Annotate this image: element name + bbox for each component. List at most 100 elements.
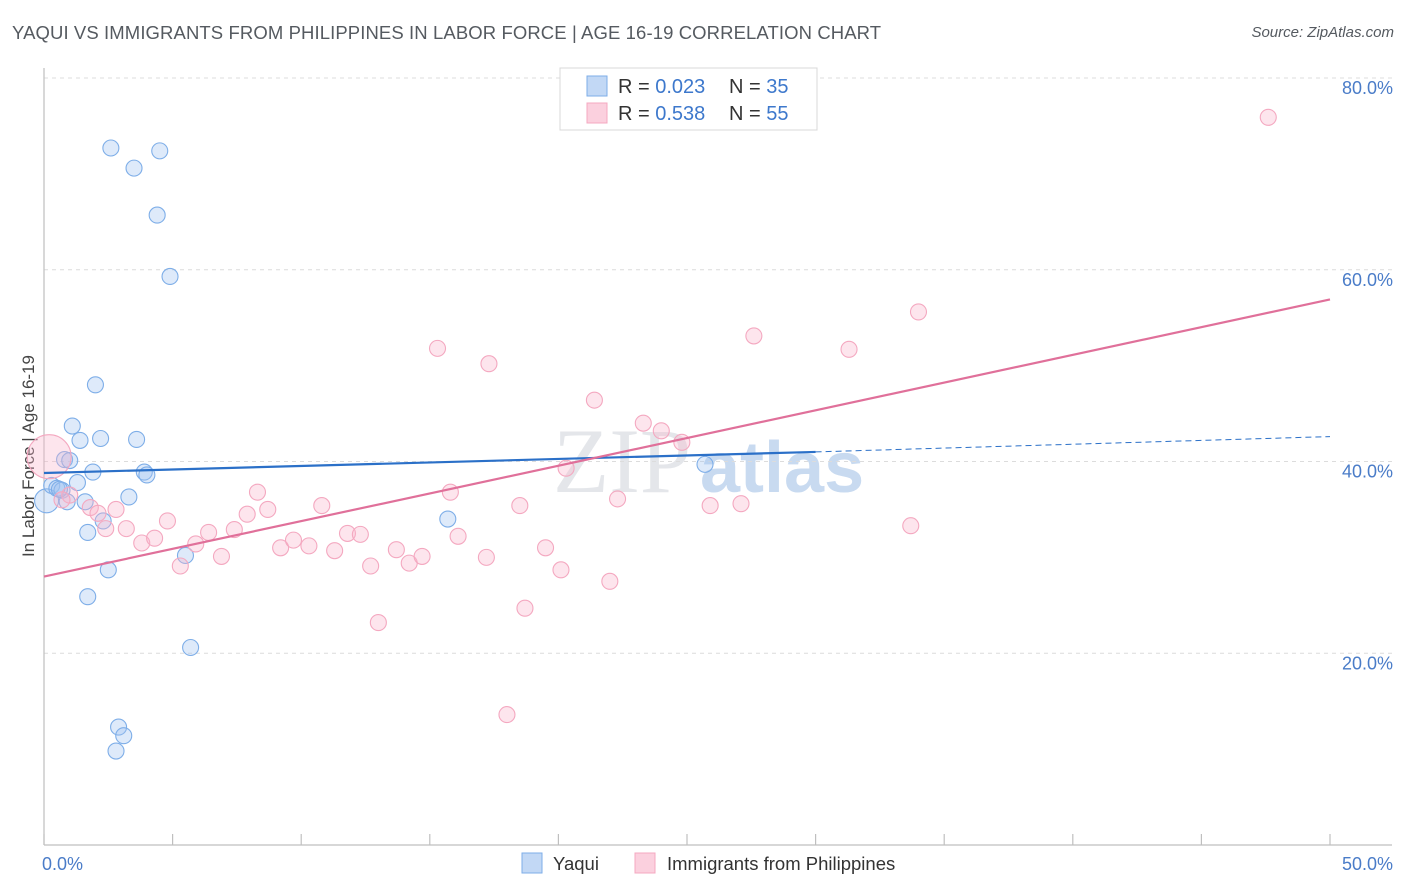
philippines-point-16 — [248, 483, 267, 501]
bottom-legend-swatch-yaqui — [521, 852, 543, 874]
philippines-point-22 — [326, 542, 344, 560]
yaqui-trend-line — [43, 450, 816, 475]
legend-swatch-yaqui — [586, 75, 608, 97]
philippines-point-23 — [338, 524, 357, 542]
yaqui-point-15 — [92, 429, 110, 448]
yaqui-point-31 — [182, 638, 200, 657]
x-tick-label-1: 50.0% — [1342, 854, 1393, 874]
gridlines — [44, 77, 1392, 654]
philippines-point-25 — [362, 557, 380, 575]
philippines-point-27 — [387, 541, 405, 559]
trend-lines — [43, 298, 1331, 578]
philippines-point-45 — [652, 422, 670, 440]
philippines-trend-line — [43, 298, 1331, 578]
yaqui-point-25 — [135, 463, 153, 481]
yaqui-point-12 — [79, 588, 97, 606]
legend-r-label-yaqui: R = — [618, 76, 655, 98]
philippines-point-29 — [413, 547, 431, 565]
y-tick-labels: 20.0% 40.0% 60.0% 80.0% — [1342, 78, 1393, 673]
yaqui-point-34 — [50, 480, 68, 498]
philippines-point-39 — [552, 561, 570, 579]
philippines-point-42 — [601, 572, 619, 590]
stats-legend: R = 0.023 N = 35 R = 0.538 N = 55 — [559, 67, 818, 131]
yaqui-point-28 — [151, 142, 169, 160]
philippines-point-10 — [171, 557, 189, 575]
chart-source: Source: ZipAtlas.com — [1251, 24, 1394, 41]
yaqui-point-23 — [125, 159, 143, 177]
series-legend: Yaqui Immigrants from Philippines — [521, 852, 895, 874]
yaqui-point-11 — [79, 523, 97, 541]
yaqui-point-21 — [115, 727, 133, 745]
chart-title: YAQUI VS IMMIGRANTS FROM PHILIPPINES IN … — [12, 22, 882, 43]
x-tick-label-0: 0.0% — [42, 854, 83, 874]
svg-text:R = 0.023: R = 0.023 — [618, 76, 705, 98]
philippines-point-30 — [428, 339, 447, 357]
philippines-point-31 — [441, 483, 459, 501]
philippines-point-54 — [53, 491, 71, 509]
philippines-point-52 — [909, 303, 928, 321]
y-tick-label-2: 60.0% — [1342, 270, 1393, 290]
philippines-point-24 — [351, 525, 369, 543]
watermark-atlas: atlas — [700, 428, 864, 508]
philippines-point-6 — [117, 520, 135, 538]
yaqui-point-27 — [148, 206, 166, 224]
yaqui-point-6 — [61, 451, 79, 470]
yaqui-point-32 — [439, 510, 457, 528]
philippines-point-37 — [511, 497, 529, 515]
philippines-point-33 — [477, 548, 495, 566]
legend-n-value-philippines: 55 — [766, 103, 788, 125]
philippines-point-19 — [284, 531, 303, 549]
philippines-point-18 — [272, 539, 290, 557]
philippines-point-49 — [745, 327, 763, 345]
philippines-point-41 — [585, 391, 603, 409]
philippines-point-44 — [634, 414, 652, 432]
philippines-point-51 — [902, 517, 920, 535]
y-tick-label-3: 80.0% — [1342, 78, 1393, 98]
yaqui-point-19 — [107, 742, 125, 760]
philippines-point-17 — [259, 500, 277, 518]
legend-r-value-philippines: 0.538 — [655, 103, 705, 125]
philippines-point-5 — [107, 500, 125, 518]
bottom-legend-label-philippines: Immigrants from Philippines — [667, 853, 895, 874]
philippines-point-43 — [609, 490, 627, 508]
philippines-point-46 — [673, 433, 691, 451]
yaqui-point-20 — [110, 718, 128, 736]
y-axis-label: In Labor Force | Age 16-19 — [19, 355, 38, 557]
yaqui-point-24 — [128, 430, 146, 448]
y-tick-label-1: 40.0% — [1342, 462, 1393, 482]
svg-text:N = 55: N = 55 — [729, 103, 789, 125]
yaqui-point-33 — [696, 455, 714, 473]
y-tick-label-0: 20.0% — [1342, 653, 1393, 673]
data-points — [26, 108, 1277, 760]
philippines-point-34 — [480, 355, 498, 373]
philippines-point-7 — [133, 534, 151, 552]
philippines-point-35 — [498, 706, 516, 724]
philippines-point-50 — [840, 340, 858, 358]
philippines-point-0 — [26, 434, 72, 480]
yaqui-point-4 — [56, 451, 74, 469]
philippines-point-53 — [1259, 108, 1277, 126]
yaqui-point-30 — [176, 546, 195, 565]
philippines-point-15 — [238, 505, 256, 523]
x-tick-labels: 0.0% 50.0% — [42, 854, 1393, 874]
philippines-point-8 — [146, 529, 164, 547]
philippines-point-3 — [89, 504, 107, 522]
legend-r-label-philippines: R = — [618, 103, 655, 125]
yaqui-point-9 — [71, 431, 89, 449]
bottom-legend-label-yaqui: Yaqui — [553, 853, 599, 874]
philippines-point-47 — [701, 497, 719, 515]
philippines-point-20 — [300, 537, 318, 555]
yaqui-point-22 — [120, 488, 138, 506]
legend-n-value-yaqui: 35 — [766, 76, 788, 98]
bottom-legend-swatch-philippines — [634, 852, 656, 874]
philippines-point-4 — [97, 520, 115, 538]
legend-n-label-philippines: N = — [729, 103, 766, 125]
philippines-point-32 — [449, 527, 467, 545]
yaqui-point-14 — [86, 376, 104, 394]
yaqui-trend-line-extension — [815, 436, 1331, 453]
x-tick-marks — [43, 834, 1331, 845]
legend-n-label-yaqui: N = — [729, 76, 766, 98]
philippines-point-9 — [158, 512, 177, 530]
philippines-point-38 — [536, 539, 555, 557]
